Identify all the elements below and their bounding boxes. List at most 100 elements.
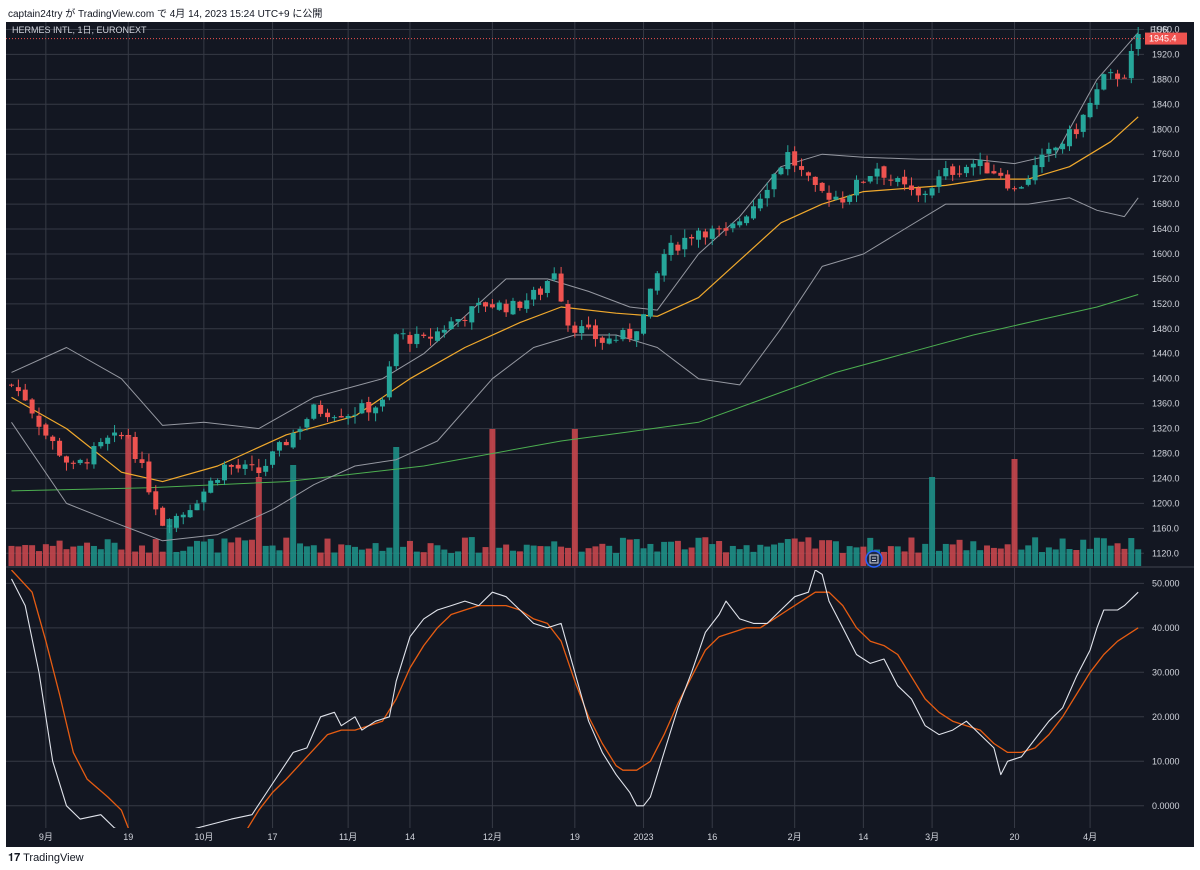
candle-body [606,338,612,344]
volume-bar [571,429,578,567]
volume-bar [29,545,36,567]
candle-body [105,437,111,444]
time-axis-label: 19 [123,832,133,842]
price-axis-label: 1920.0 [1152,49,1180,59]
candle-body [654,273,660,291]
candle-body [531,289,537,300]
candle-body [867,176,873,182]
chart-area[interactable]: 1120.0 1160.0 1200.0 1240.0 1280.0 1320.0 1360… [6,22,1194,847]
candle-body [1128,50,1134,79]
stoch-d-line [11,570,1139,828]
volume-bar [331,552,338,567]
volume-bar [248,539,255,567]
price-axis-label: 1160.0 [1152,523,1179,533]
candle-body [1115,73,1121,79]
candle-body [723,228,729,231]
volume-bar [551,541,558,567]
volume-bar [688,547,695,567]
volume-bar [1128,538,1135,567]
candle-body [675,244,681,251]
time-axis-label: 12月 [483,832,502,842]
volume-bar [613,552,620,567]
time-axis-label: 3月 [925,832,939,842]
volume-bar [475,552,482,567]
candle-body [750,206,756,219]
candle-body [682,237,688,250]
candle-body [43,424,49,436]
candle-body [462,319,468,321]
time-axis-label: 16 [707,832,717,842]
bollinger-upper-line [11,32,1139,430]
volume-bar [826,540,833,567]
candle-body [221,464,227,481]
volume-bar [640,548,647,567]
candle-body [1018,187,1024,189]
volume-bar [468,537,475,567]
volume-bar [1093,537,1100,567]
volume-bar [805,537,812,567]
candle-body [118,434,124,437]
volume-bar [1011,459,1018,567]
candle-body [517,301,523,308]
candle-body [434,331,440,341]
volume-bar [935,550,942,567]
volume-bar [139,545,146,567]
candle-body [373,407,379,414]
volume-bar [743,545,750,567]
candle-body [1066,129,1072,147]
time-axis-label: 4月 [1083,832,1097,842]
volume-bar [832,541,839,567]
volume-bar [393,447,400,567]
candle-body [112,432,118,436]
price-axis-label: 1320.0 [1152,424,1180,434]
candle-body [325,412,331,418]
volume-bars [8,429,1142,567]
candle-body [785,152,791,170]
candle-body [132,436,138,460]
footer: 𝟏𝟕 TradingView [0,847,1200,870]
volume-bar [1039,552,1045,567]
volume-bar [977,550,984,567]
flag-icon[interactable] [865,550,883,568]
axis-labels: 1120.0 1160.0 1200.0 1240.0 1280.0 1320.0 1360… [39,24,1180,842]
tradingview-logo[interactable]: 𝟏𝟕 TradingView [8,852,84,865]
candle-body [77,459,83,464]
volume-bar [922,543,929,567]
volume-bar [901,551,908,567]
candle-body [716,228,722,230]
candle-body [1005,174,1011,189]
time-axis-label: 14 [405,832,415,842]
candle-body [400,333,406,335]
candle-body [1053,147,1059,151]
candle-body [854,179,860,196]
candle-body [304,419,310,428]
volume-bar [77,545,84,567]
candle-body [338,416,344,418]
candle-body [208,480,214,493]
volume-bar [365,548,372,567]
candle-body [812,176,818,185]
candle-body [819,182,825,191]
candle-body [70,462,76,464]
candle-body [613,339,619,341]
volume-bar [1107,545,1114,567]
candle-body [1073,129,1079,135]
time-axis-label: 17 [268,832,278,842]
indicator-lines [11,32,1139,542]
volume-bar [441,549,448,567]
candle-body [943,168,949,177]
candle-body [1094,89,1100,105]
volume-bar [269,545,276,567]
volume-bar [516,551,523,567]
candle-body [297,429,303,432]
candle-body [833,196,839,200]
candle-body [709,228,715,239]
candle-body [63,456,69,463]
candle-body [256,467,262,474]
candle-body [318,404,324,414]
currency-label: EUR [1150,25,1170,35]
price-axis-label: 1240.0 [1152,473,1180,483]
price-axis-label: 1960.0 [1152,24,1180,34]
chart-svg[interactable]: 1120.0 1160.0 1200.0 1240.0 1280.0 1320.0 1360… [6,22,1194,847]
volume-bar [592,546,599,567]
